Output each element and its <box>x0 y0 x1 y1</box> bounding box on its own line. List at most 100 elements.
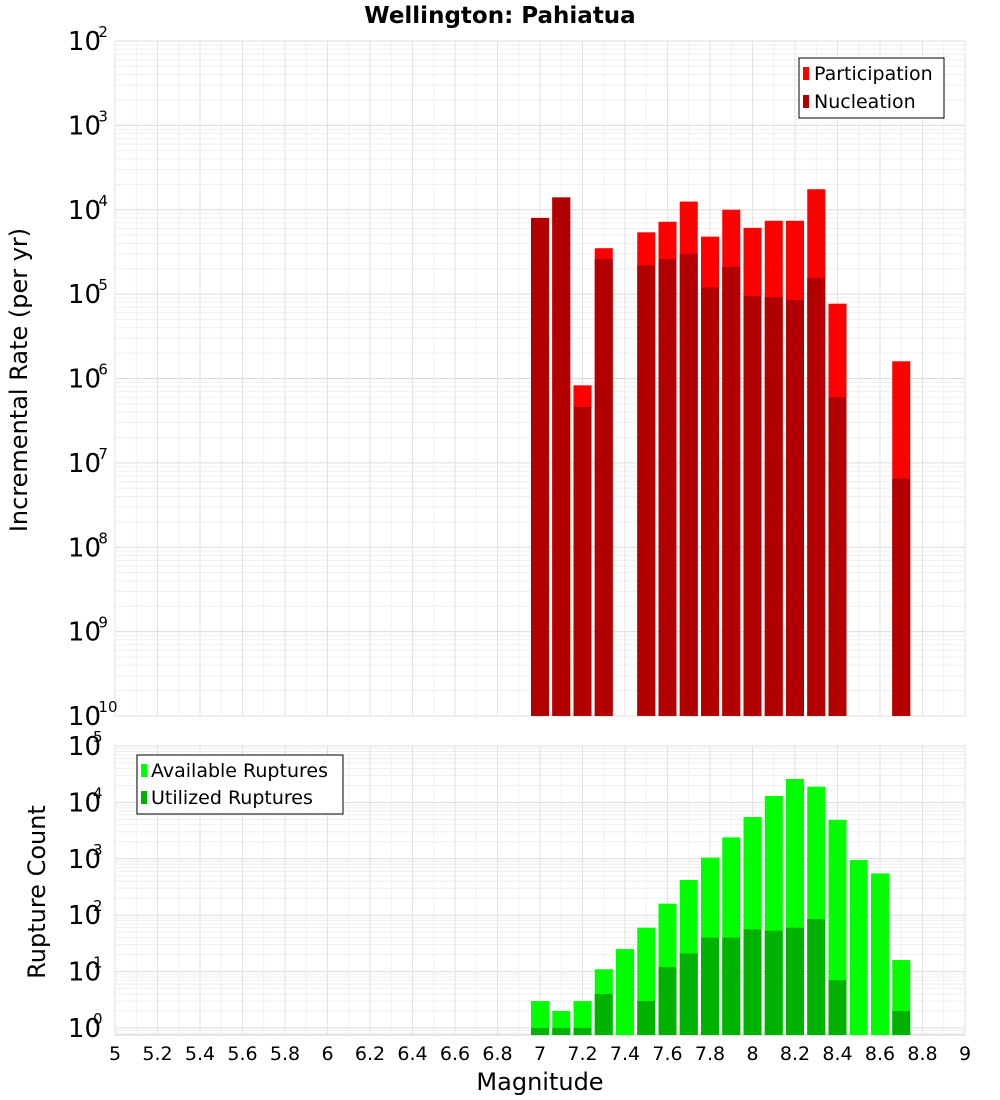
bar-nucleation <box>764 297 783 716</box>
bar-utilized-ruptures <box>786 927 804 1035</box>
bar-nucleation <box>552 197 571 717</box>
x-tick-label: 8.2 <box>780 1043 810 1065</box>
y-tick-label: 10 <box>68 111 101 141</box>
bar-nucleation <box>531 217 549 716</box>
bar-utilized-ruptures <box>807 919 826 1035</box>
x-tick-label: 6.8 <box>482 1043 512 1065</box>
y-tick-exponent: -7 <box>93 445 108 463</box>
rate-legend: Participation Nucleation <box>798 57 945 119</box>
y-tick-label: 10 <box>68 365 101 395</box>
count-y-axis-label: Rupture Count <box>23 805 51 979</box>
bar-nucleation <box>573 406 592 716</box>
x-tick-label: 7.8 <box>695 1043 725 1065</box>
y-tick-label: 10 <box>68 449 101 479</box>
bar-nucleation <box>722 266 741 716</box>
y-tick-label: 10 <box>68 788 101 818</box>
bar-utilized-ruptures <box>701 937 719 1035</box>
legend-swatch-nucleation <box>803 95 809 108</box>
legend-label-utilized: Utilized Ruptures <box>151 787 313 809</box>
y-tick-label: 10 <box>68 845 101 875</box>
x-tick-label: 7.6 <box>652 1043 682 1065</box>
bar-nucleation <box>892 478 911 716</box>
count-legend-box <box>136 754 344 815</box>
y-tick-exponent: 3 <box>93 841 103 859</box>
rate-legend-box <box>798 57 945 119</box>
bar-available-ruptures <box>616 949 634 1035</box>
y-tick-exponent: -8 <box>93 529 108 547</box>
y-tick-label: 10 <box>68 1014 101 1044</box>
bar-utilized-ruptures <box>531 1027 549 1035</box>
legend-swatch-participation <box>803 67 809 80</box>
y-tick-label: 10 <box>68 196 101 226</box>
x-tick-label: 6 <box>321 1043 333 1065</box>
y-tick-exponent: 2 <box>93 897 103 915</box>
y-tick-exponent: 5 <box>93 728 103 746</box>
count-bars <box>531 778 911 1035</box>
bar-available-ruptures <box>871 873 889 1035</box>
bar-utilized-ruptures <box>594 994 613 1035</box>
count-legend: Available Ruptures Utilized Ruptures <box>136 754 344 815</box>
bar-nucleation <box>637 265 656 716</box>
bar-nucleation <box>679 253 698 716</box>
y-tick-exponent: -2 <box>93 23 108 41</box>
y-tick-label: 10 <box>68 702 101 732</box>
bar-nucleation <box>743 296 762 716</box>
x-tick-label: 8.4 <box>822 1043 852 1065</box>
bar-utilized-ruptures <box>828 980 847 1035</box>
y-tick-label: 10 <box>68 618 101 648</box>
bar-nucleation <box>701 287 719 716</box>
y-tick-exponent: -9 <box>93 614 108 632</box>
bar-utilized-ruptures <box>552 1027 571 1035</box>
y-tick-label: 10 <box>68 732 101 762</box>
x-tick-label: 5.6 <box>227 1043 257 1065</box>
y-tick-exponent: -6 <box>93 361 108 379</box>
rate-bars <box>531 189 911 717</box>
y-tick-label: 10 <box>68 280 101 310</box>
y-tick-label: 10 <box>68 533 101 563</box>
x-tick-label: 5.8 <box>270 1043 300 1065</box>
bar-utilized-ruptures <box>637 1001 656 1035</box>
bar-nucleation <box>828 397 847 716</box>
rate-y-axis-label: Incremental Rate (per yr) <box>5 228 33 532</box>
legend-swatch-available <box>141 764 147 777</box>
bar-nucleation <box>658 259 677 716</box>
x-tick-label: 8.8 <box>907 1043 937 1065</box>
x-tick-label: 9 <box>959 1043 971 1065</box>
y-tick-label: 10 <box>68 27 101 57</box>
bar-utilized-ruptures <box>573 1027 592 1035</box>
bar-utilized-ruptures <box>892 1010 911 1035</box>
bar-nucleation <box>594 259 613 716</box>
y-tick-exponent: -5 <box>93 276 108 294</box>
y-tick-exponent: 0 <box>93 1010 103 1028</box>
bar-nucleation <box>807 278 826 716</box>
y-tick-label: 10 <box>68 958 101 988</box>
legend-swatch-utilized <box>141 791 147 804</box>
bar-utilized-ruptures <box>658 967 677 1035</box>
y-tick-exponent: 4 <box>93 784 103 802</box>
legend-label-participation: Participation <box>814 63 933 85</box>
y-tick-exponent: -3 <box>93 107 108 125</box>
x-tick-label: 6.6 <box>440 1043 470 1065</box>
bar-nucleation <box>786 300 804 716</box>
x-tick-label: 8 <box>746 1043 758 1065</box>
y-tick-exponent: 1 <box>93 954 103 972</box>
bar-utilized-ruptures <box>743 929 762 1035</box>
bar-available-ruptures <box>849 860 868 1035</box>
legend-label-available: Available Ruptures <box>151 760 328 782</box>
x-tick-label: 7 <box>534 1043 546 1065</box>
x-tick-label: 8.6 <box>865 1043 895 1065</box>
bar-available-ruptures <box>573 1001 592 1035</box>
x-tick-label: 7.4 <box>610 1043 640 1065</box>
bar-utilized-ruptures <box>679 953 698 1035</box>
legend-label-nucleation: Nucleation <box>814 91 916 113</box>
x-tick-label: 5.2 <box>142 1043 172 1065</box>
chart-title: Wellington: Pahiatua <box>364 3 635 29</box>
x-axis-label: Magnitude <box>476 1068 603 1096</box>
x-tick-label: 6.2 <box>355 1043 385 1065</box>
x-ticks: 5 5.2 5.4 5.6 5.8 6 6.2 6.4 6.6 6.8 7 7.2 7.4 7.6 7.8 8… <box>109 1043 971 1065</box>
